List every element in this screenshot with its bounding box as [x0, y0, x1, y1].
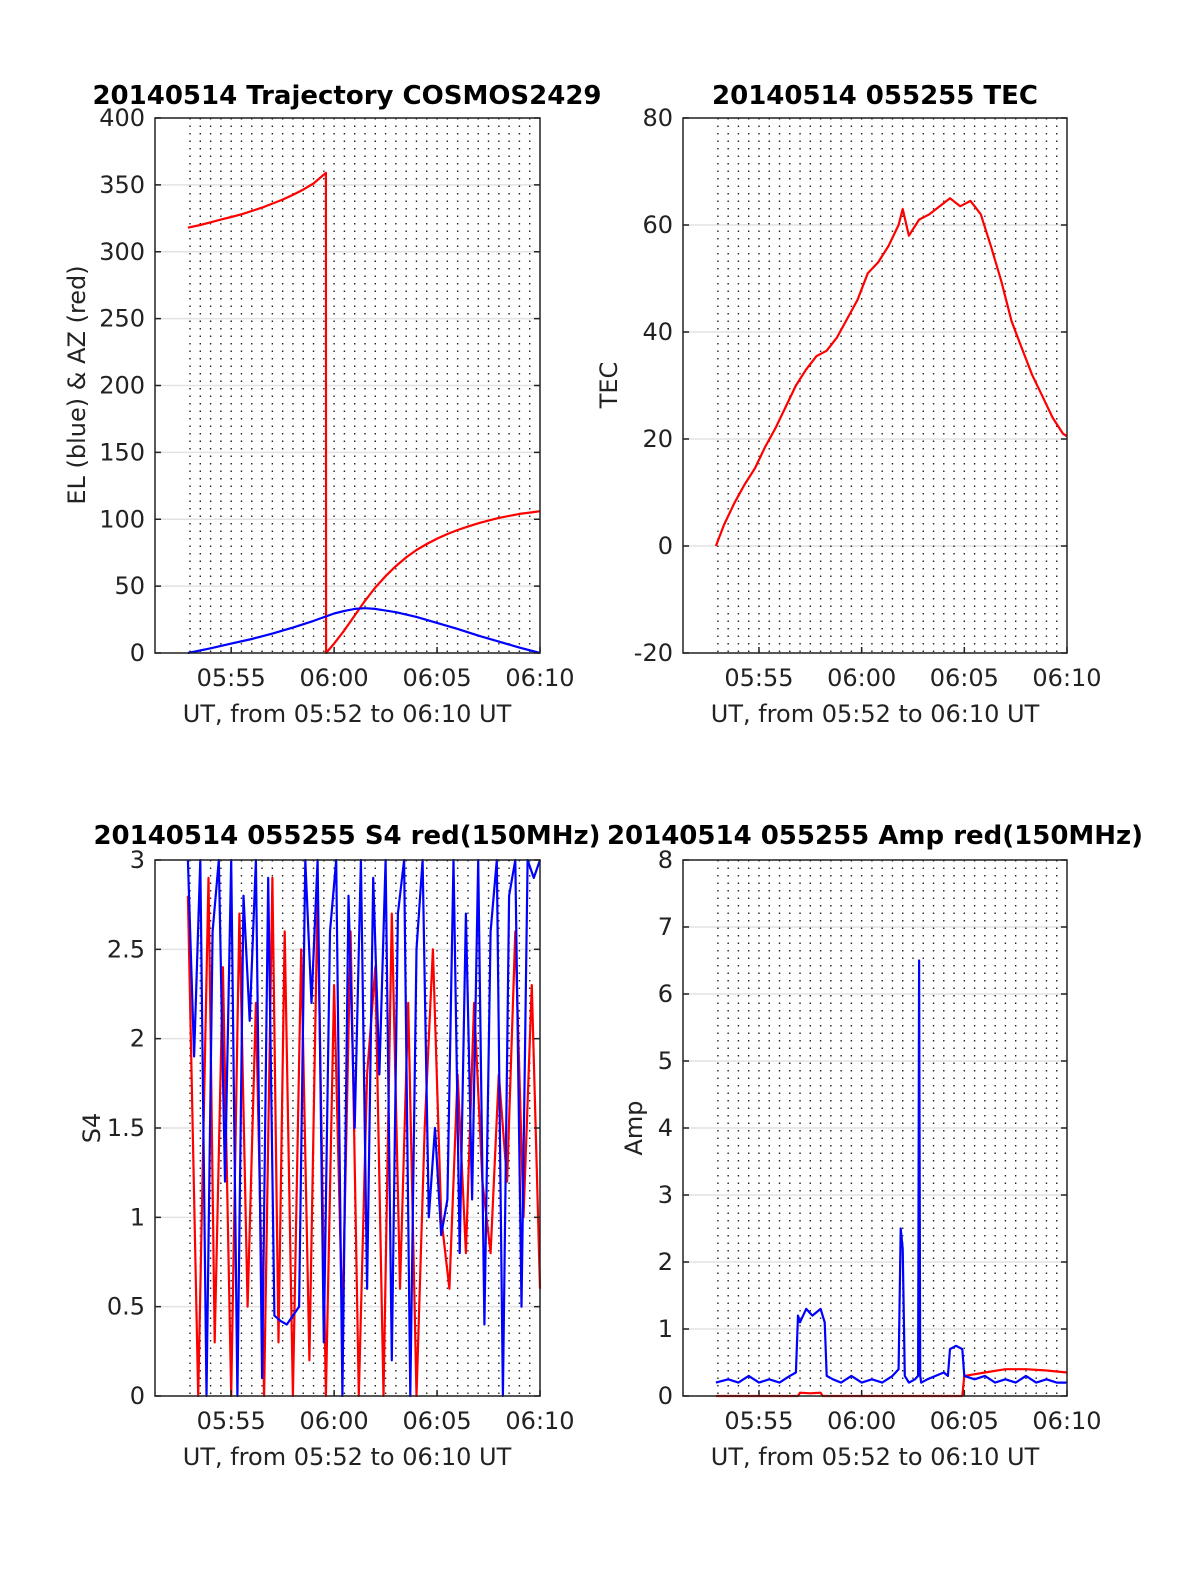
y-tick-label: 150 — [99, 438, 145, 466]
panel-tec: -20 0 20 40 60 80 05:55 06:00 06:05 06:10 20140514… — [595, 81, 1102, 728]
x-tick-label: 06:00 — [827, 1407, 896, 1435]
y-tick-label: 40 — [642, 318, 673, 346]
y-tick-label: 1 — [130, 1203, 145, 1231]
y-tick-label: 8 — [658, 846, 673, 874]
plot-area — [683, 118, 1067, 653]
y-tick-label: 100 — [99, 505, 145, 533]
x-axis-label: UT, from 05:52 to 06:10 UT — [183, 700, 512, 728]
panel-amp: 0 1 2 3 4 5 6 7 8 05:55 06:00 06:05 06:10 20140514 05… — [607, 821, 1143, 1471]
y-tick-label: 3 — [130, 846, 145, 874]
y-tick-label: 1 — [658, 1315, 673, 1343]
y-tick-label: 20 — [642, 425, 673, 453]
chart-title: 20140514 055255 Amp red(150MHz) — [607, 821, 1143, 851]
y-axis-label: S4 — [78, 1113, 106, 1144]
x-tick-label: 06:00 — [827, 664, 896, 692]
x-tick-label: 06:10 — [505, 664, 574, 692]
y-tick-label: 0 — [130, 639, 145, 667]
series-line-1 — [186, 858, 542, 1398]
y-tick-label: 350 — [99, 171, 145, 199]
y-axis-label: Amp — [620, 1100, 648, 1155]
x-tick-label: 06:05 — [402, 1407, 471, 1435]
x-tick-label: 06:10 — [1032, 664, 1101, 692]
y-tick-label: 4 — [658, 1114, 673, 1142]
x-tick-label: 06:05 — [930, 1407, 999, 1435]
y-tick-label: 250 — [99, 305, 145, 333]
chart-title: 20140514 055255 TEC — [712, 81, 1038, 111]
series-line-0 — [714, 197, 1068, 547]
chart-title: 20140514 055255 S4 red(150MHz) — [93, 821, 600, 851]
x-tick-label: 06:10 — [505, 1407, 574, 1435]
x-axis-label: UT, from 05:52 to 06:10 UT — [711, 700, 1040, 728]
y-tick-label: 300 — [99, 238, 145, 266]
y-tick-label: 60 — [642, 211, 673, 239]
y-tick-label: 0 — [130, 1382, 145, 1410]
x-tick-label: 06:10 — [1032, 1407, 1101, 1435]
y-tick-label: 1.5 — [107, 1114, 145, 1142]
x-axis-label: UT, from 05:52 to 06:10 UT — [183, 1443, 512, 1471]
y-tick-label: 3 — [658, 1181, 673, 1209]
chart-title: 20140514 Trajectory COSMOS2429 — [92, 81, 601, 111]
x-tick-label: 06:00 — [300, 664, 369, 692]
y-tick-label: 0.5 — [107, 1293, 145, 1321]
y-tick-label: 7 — [658, 913, 673, 941]
y-tick-label: 80 — [642, 104, 673, 132]
y-tick-label: 0 — [658, 1382, 673, 1410]
y-axis-label: EL (blue) & AZ (red) — [63, 265, 91, 504]
axes-frame — [682, 117, 1068, 654]
x-tick-label: 06:00 — [300, 1407, 369, 1435]
panel-s4: 0 0.5 1 1.5 2 2.5 3 05:55 06:00 06:05 06:10 2014051… — [78, 821, 601, 1471]
series-line-1 — [715, 959, 1067, 1384]
x-tick-label: 05:55 — [197, 664, 266, 692]
y-axis-label: TEC — [595, 362, 623, 410]
y-tick-label: 5 — [658, 1047, 673, 1075]
y-tick-label: -20 — [634, 639, 673, 667]
x-tick-label: 05:55 — [724, 664, 793, 692]
y-tick-label: 50 — [114, 572, 145, 600]
y-tick-label: 400 — [99, 104, 145, 132]
x-axis-label: UT, from 05:52 to 06:10 UT — [711, 1443, 1040, 1471]
x-tick-label: 05:55 — [197, 1407, 266, 1435]
series-line-1 — [187, 607, 541, 655]
panel-trajectory: 0 50 100 150 200 250 300 350 400 05:55 06:00 06:05 0… — [63, 81, 602, 728]
y-tick-label: 6 — [658, 980, 673, 1008]
y-tick-label: 200 — [99, 372, 145, 400]
y-tick-label: 2 — [658, 1248, 673, 1276]
x-tick-label: 06:05 — [402, 664, 471, 692]
y-tick-label: 2.5 — [107, 935, 145, 963]
y-tick-label: 2 — [130, 1025, 145, 1053]
x-tick-label: 05:55 — [724, 1407, 793, 1435]
x-tick-label: 06:05 — [930, 664, 999, 692]
y-tick-label: 0 — [658, 532, 673, 560]
